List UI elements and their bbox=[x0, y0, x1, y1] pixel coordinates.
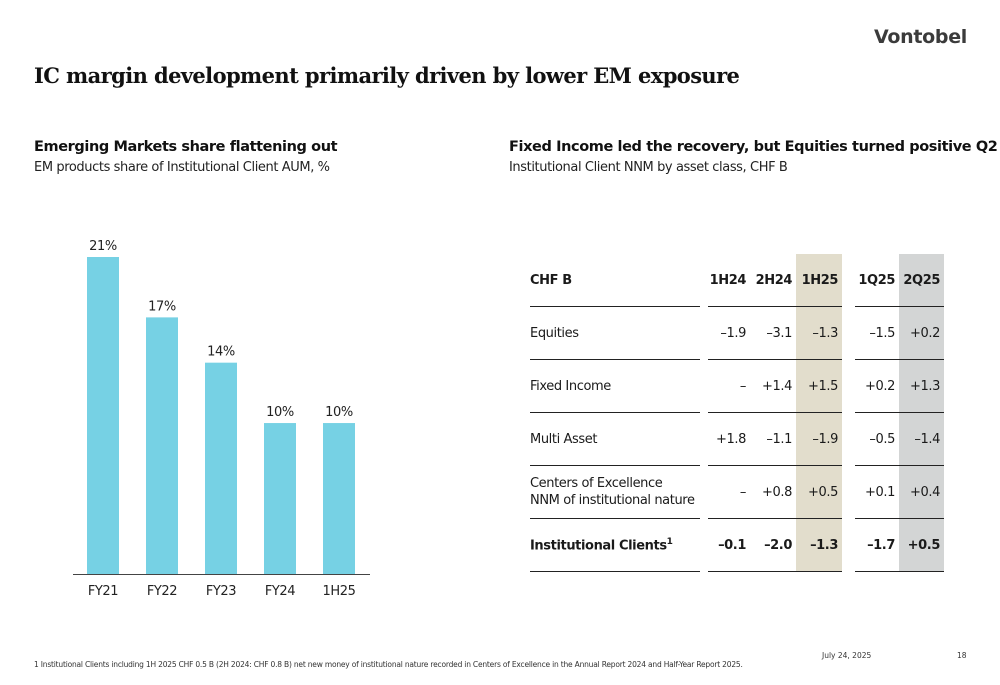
x-tick-label: FY22 bbox=[147, 584, 177, 599]
table-cell: +0.8 bbox=[750, 466, 796, 519]
nnm-table: CHF B 1H24 2H24 1H25 1Q25 2Q25 Equities –… bbox=[530, 254, 944, 572]
total-row-label: Institutional Clients1 bbox=[530, 519, 700, 572]
table-row: Centers of Excellence NNM of institutiona… bbox=[530, 466, 944, 519]
x-tick-label: 1H25 bbox=[323, 584, 356, 599]
x-tick-label: FY21 bbox=[88, 584, 118, 599]
table-header-label: CHF B bbox=[530, 254, 700, 307]
data-label: 10% bbox=[266, 405, 294, 420]
data-label: 21% bbox=[89, 239, 117, 254]
col-header-2h24: 2H24 bbox=[750, 254, 796, 307]
table-row: Fixed Income – +1.4 +1.5 +0.2 +1.3 bbox=[530, 360, 944, 413]
total-cell: –1.7 bbox=[855, 519, 899, 572]
table-cell: +0.4 bbox=[899, 466, 944, 519]
table-cell: +1.5 bbox=[796, 360, 842, 413]
presentation-date: July 24, 2025 bbox=[822, 651, 872, 660]
row-label: Fixed Income bbox=[530, 360, 700, 413]
footnote-ref: 1 bbox=[666, 536, 673, 547]
row-label: Equities bbox=[530, 307, 700, 360]
bar-1h25 bbox=[323, 423, 355, 574]
table-cell: +0.2 bbox=[899, 307, 944, 360]
table-cell: –3.1 bbox=[750, 307, 796, 360]
table-cell: +0.1 bbox=[855, 466, 899, 519]
bar-fy23 bbox=[205, 362, 237, 574]
table-cell: –1.4 bbox=[899, 413, 944, 466]
table-cell: +1.4 bbox=[750, 360, 796, 413]
table-cell: – bbox=[708, 466, 750, 519]
table-cell: –1.9 bbox=[708, 307, 750, 360]
row-label: Centers of Excellence NNM of institutiona… bbox=[530, 466, 700, 519]
col-header-2q25: 2Q25 bbox=[899, 254, 944, 307]
table-cell: – bbox=[708, 360, 750, 413]
table-cell: +0.2 bbox=[855, 360, 899, 413]
left-section-title: Emerging Markets share flattening out bbox=[34, 139, 338, 155]
col-header-1q25: 1Q25 bbox=[855, 254, 899, 307]
right-section-title: Fixed Income led the recovery, but Equit… bbox=[509, 139, 998, 155]
bar-fy22 bbox=[146, 317, 178, 574]
table-cell: +1.3 bbox=[899, 360, 944, 413]
total-cell: +0.5 bbox=[899, 519, 944, 572]
x-tick-label: FY23 bbox=[206, 584, 236, 599]
bar-fy21 bbox=[87, 257, 119, 574]
data-label: 10% bbox=[325, 405, 353, 420]
table-cell: +0.5 bbox=[796, 466, 842, 519]
table-cell: +1.8 bbox=[708, 413, 750, 466]
vontobel-logo: Vontobel bbox=[874, 26, 967, 48]
right-section-subtitle: Institutional Client NNM by asset class,… bbox=[509, 160, 788, 175]
table-header-row: CHF B 1H24 2H24 1H25 1Q25 2Q25 bbox=[530, 254, 944, 307]
table-total-row: Institutional Clients1 –0.1 –2.0 –1.3 –1… bbox=[530, 519, 944, 572]
row-label: Multi Asset bbox=[530, 413, 700, 466]
bar-fy24 bbox=[264, 423, 296, 574]
col-header-1h25: 1H25 bbox=[796, 254, 842, 307]
page-number: 18 bbox=[957, 651, 967, 660]
x-tick-label: FY24 bbox=[265, 584, 295, 599]
table-cell: –1.3 bbox=[796, 307, 842, 360]
page-title: IC margin development primarily driven b… bbox=[34, 63, 740, 88]
col-header-1h24: 1H24 bbox=[708, 254, 750, 307]
table-cell: –1.1 bbox=[750, 413, 796, 466]
table-cell: –0.5 bbox=[855, 413, 899, 466]
em-share-bar-chart: 21% FY21 17% FY22 14% FY23 10% FY24 10% 1H25 bbox=[73, 239, 370, 599]
total-cell: –0.1 bbox=[708, 519, 750, 572]
table-cell: –1.5 bbox=[855, 307, 899, 360]
total-cell: –1.3 bbox=[796, 519, 842, 572]
table-row: Equities –1.9 –3.1 –1.3 –1.5 +0.2 bbox=[530, 307, 944, 360]
table-cell: –1.9 bbox=[796, 413, 842, 466]
data-label: 17% bbox=[148, 299, 176, 314]
total-cell: –2.0 bbox=[750, 519, 796, 572]
data-label: 14% bbox=[207, 345, 235, 360]
left-section-subtitle: EM products share of Institutional Clien… bbox=[34, 160, 330, 175]
footnote: 1 Institutional Clients including 1H 202… bbox=[34, 660, 743, 669]
table-row: Multi Asset +1.8 –1.1 –1.9 –0.5 –1.4 bbox=[530, 413, 944, 466]
